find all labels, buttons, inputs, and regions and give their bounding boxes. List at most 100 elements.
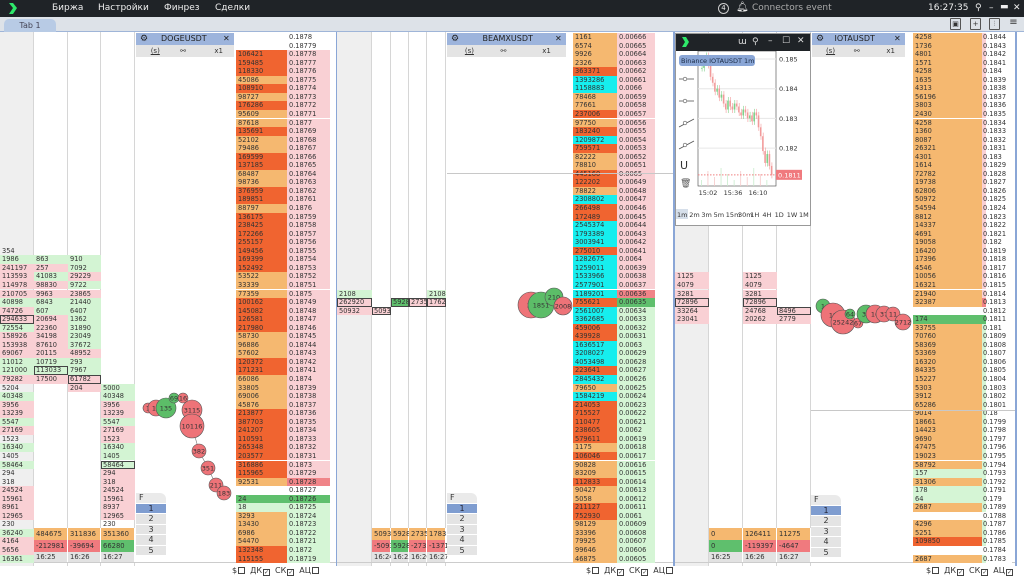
ladder-volume[interactable]: 58730 xyxy=(236,332,287,341)
ladder-price[interactable]: 0.18761 xyxy=(287,195,330,204)
ladder-price[interactable]: 0.00615 xyxy=(617,469,655,478)
ladder-price[interactable]: 0.1822 xyxy=(982,221,1012,230)
ladder-volume[interactable]: 90828 xyxy=(573,460,617,470)
cluster-cell[interactable]: 7967 xyxy=(68,366,101,375)
ladder-volume[interactable]: 88797 xyxy=(236,204,287,213)
level-menu-item-3[interactable]: 3 xyxy=(136,524,166,535)
cluster-cell[interactable]: 23041 xyxy=(675,315,709,324)
ladder-volume[interactable]: 316886 xyxy=(236,460,287,470)
ladder-price[interactable]: 0.1838 xyxy=(982,84,1012,93)
ladder-volume[interactable]: 2430 xyxy=(913,109,982,119)
ladder-price[interactable]: 0.00657 xyxy=(617,109,655,119)
cluster-cell[interactable]: 10719 xyxy=(34,357,68,367)
ladder-price[interactable]: 0.18751 xyxy=(287,280,330,290)
toggle-checkbox-0[interactable] xyxy=(238,567,246,574)
multiplier-button[interactable]: x1 xyxy=(542,47,551,55)
ladder-volume[interactable]: 120372 xyxy=(236,357,287,367)
ladder-price[interactable]: 0.1877 xyxy=(287,118,330,128)
cluster-cell[interactable]: 20262 xyxy=(743,315,777,324)
ladder-price[interactable]: 0.1813 xyxy=(982,298,1012,307)
trash-icon[interactable]: 🗑︎ xyxy=(680,178,691,189)
ladder-price[interactable]: 0.1803 xyxy=(982,383,1012,393)
ladder-volume[interactable]: 96886 xyxy=(236,340,287,350)
ladder-price[interactable]: 0.00631 xyxy=(617,332,655,341)
trade-bubble[interactable] xyxy=(177,392,189,404)
ladder-volume[interactable]: 10056 xyxy=(913,272,982,281)
ladder-price[interactable]: 0.00632 xyxy=(617,323,655,333)
cluster-cell[interactable]: 1986 xyxy=(0,255,34,264)
ladder-price[interactable]: 0.1832 xyxy=(982,135,1012,145)
ladder-price[interactable]: 0.0063 xyxy=(617,340,655,350)
close-icon[interactable]: ✕ xyxy=(223,34,230,43)
cluster-cell[interactable]: 33264 xyxy=(675,306,709,316)
ladder-volume[interactable]: 174 xyxy=(913,315,982,324)
ladder-volume[interactable]: 238605 xyxy=(573,426,617,435)
ladder-volume[interactable]: 759571 xyxy=(573,144,617,153)
ladder-volume[interactable]: 106421 xyxy=(236,50,287,59)
cluster-cell[interactable]: 8961 xyxy=(0,503,34,512)
ladder-volume[interactable]: 115155 xyxy=(236,554,287,564)
trade-bubble[interactable] xyxy=(856,304,876,324)
cluster-cell[interactable]: 158926 xyxy=(0,332,34,341)
ladder-price[interactable]: 0.00663 xyxy=(617,58,655,68)
pin-icon[interactable]: ⚲ xyxy=(752,37,759,47)
ladder-volume[interactable] xyxy=(913,512,982,521)
ladder-price[interactable]: 0.18767 xyxy=(287,144,330,153)
ladder-price[interactable]: 0.18732 xyxy=(287,443,330,452)
cluster-cell[interactable]: 121000 xyxy=(0,366,34,375)
ladder-volume[interactable]: 1636517 xyxy=(573,340,617,350)
ladder-volume[interactable]: 445160 xyxy=(573,169,617,179)
ladder-price[interactable]: 0.183 xyxy=(982,152,1012,162)
ladder-price[interactable]: 0.00614 xyxy=(617,477,655,487)
symbol-header[interactable]: ⚙ BEAMXUSDT ✕ xyxy=(447,33,566,45)
ladder-price[interactable]: 0.1788 xyxy=(983,511,1007,520)
menu-lines-icon[interactable]: ≡ xyxy=(1009,17,1018,28)
ladder-volume[interactable]: 171231 xyxy=(236,366,287,375)
ladder-price[interactable]: 0.1808 xyxy=(982,340,1012,350)
toggle-checkbox-1[interactable]: ✓ xyxy=(263,569,271,576)
ladder-volume[interactable]: 1635 xyxy=(913,75,982,85)
cluster-cell[interactable]: 41083 xyxy=(34,272,68,281)
ladder-price[interactable]: 0.1823 xyxy=(982,212,1012,222)
trade-bubble[interactable] xyxy=(517,291,545,319)
ladder-price[interactable]: 0.1819 xyxy=(982,246,1012,256)
ladder-volume[interactable]: 77359 xyxy=(236,289,287,299)
cluster-cell[interactable]: 5547 xyxy=(0,417,34,427)
ladder-price[interactable]: 0.18722 xyxy=(287,528,330,538)
cluster-cell[interactable]: 74726 xyxy=(0,306,34,316)
toggle-checkbox-1[interactable]: ✓ xyxy=(957,569,965,576)
cluster-cell[interactable]: 5000 xyxy=(101,383,135,393)
cluster-cell[interactable]: 15961 xyxy=(0,494,34,504)
cluster-cell[interactable]: 1125 xyxy=(743,272,777,281)
cluster-cell[interactable]: 2735 xyxy=(409,298,427,307)
menu-deals[interactable]: Сделки xyxy=(215,3,251,13)
cluster-cell[interactable]: 4164 xyxy=(0,537,34,546)
cluster-cell[interactable]: 21440 xyxy=(68,298,101,307)
add-chart-icon[interactable]: ⫶ xyxy=(989,18,1000,30)
ladder-price[interactable]: 0.00646 xyxy=(617,204,655,213)
cluster-cell[interactable]: 98830 xyxy=(34,280,68,290)
ladder-price[interactable]: 0.1799 xyxy=(982,417,1012,427)
ladder-price[interactable]: 0.1829 xyxy=(982,161,1012,170)
ladder-volume[interactable]: 78468 xyxy=(573,92,617,102)
ladder-price[interactable]: 0.18756 xyxy=(287,238,330,247)
trade-bubble[interactable] xyxy=(216,485,232,501)
cluster-cell[interactable]: 1362 xyxy=(68,315,101,324)
ladder-price[interactable]: 0.1807 xyxy=(982,349,1012,358)
ladder-price[interactable]: 0.18755 xyxy=(287,246,330,256)
ladder-price[interactable]: 0.00622 xyxy=(617,409,655,418)
gear-icon[interactable]: ⚙ xyxy=(816,34,825,44)
ladder-volume[interactable]: 19058 xyxy=(913,238,982,247)
level-menu-item-F[interactable]: F xyxy=(811,495,841,506)
ladder-volume[interactable]: 18 xyxy=(236,503,287,512)
ladder-volume[interactable]: 2308802 xyxy=(573,195,617,204)
ladder-price[interactable]: 0.00606 xyxy=(617,546,655,555)
ladder-volume[interactable]: 50972 xyxy=(913,195,982,204)
ladder-volume[interactable]: 1158883 xyxy=(573,84,617,93)
ladder-price[interactable]: 0.18728 xyxy=(287,477,330,487)
timeframe-15m[interactable]: 15m xyxy=(726,211,741,219)
ladder-volume[interactable]: 363371 xyxy=(573,67,617,76)
ladder-volume[interactable]: 98736 xyxy=(236,178,287,187)
ladder-price[interactable]: 0.00633 xyxy=(617,315,655,324)
ladder-price[interactable]: 0.18739 xyxy=(287,383,330,393)
